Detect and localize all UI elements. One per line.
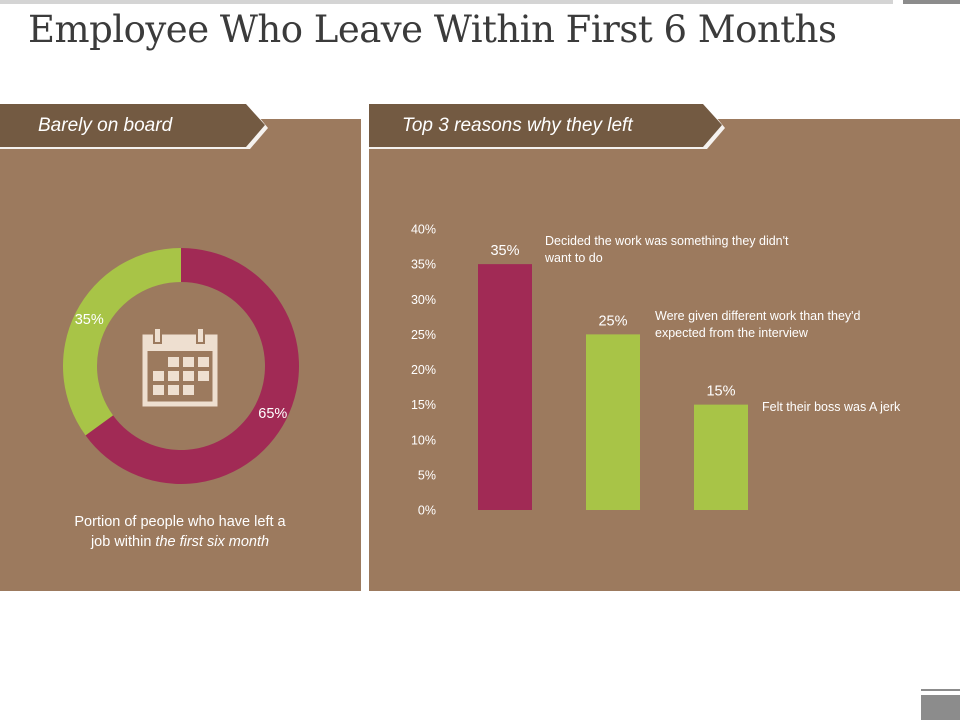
- left-panel-banner: Barely on board: [0, 104, 270, 149]
- y-tick-label: 35%: [411, 258, 436, 272]
- caption-line-2-emphasis: the first six month: [155, 534, 270, 550]
- caption-line-1: Portion of people who have left a: [74, 514, 286, 530]
- right-panel-banner: Top 3 reasons why they left: [369, 104, 727, 149]
- left-panel: [0, 119, 361, 591]
- y-tick-label: 30%: [411, 293, 436, 307]
- bar: [694, 404, 748, 510]
- donut-slice-label: 35%: [75, 312, 104, 328]
- y-tick-label: 40%: [411, 223, 436, 237]
- y-tick-label: 20%: [411, 363, 436, 377]
- right-panel: [369, 119, 960, 591]
- top-rule: [0, 0, 893, 4]
- y-tick-label: 0%: [418, 504, 436, 518]
- page-title: Employee Who Leave Within First 6 Months: [28, 8, 837, 51]
- corner-block: [921, 695, 960, 720]
- bar-category-label: Felt their boss was A jerk: [762, 400, 901, 414]
- bar-category-label: Decided the work was something they didn…: [545, 234, 789, 248]
- bar-category-label: want to do: [544, 251, 603, 265]
- bar-value-label: 35%: [490, 243, 519, 259]
- donut-chart: 65% 35%: [62, 248, 299, 484]
- bar: [478, 264, 532, 510]
- y-tick-label: 10%: [411, 433, 436, 447]
- left-panel-banner-text: Barely on board: [38, 115, 173, 136]
- donut-slice: [62, 248, 181, 436]
- donut-slice: [85, 248, 299, 484]
- donut-slice-label: 65%: [258, 406, 287, 422]
- donut-caption: Portion of people who have left a job wi…: [40, 512, 320, 552]
- y-tick-label: 25%: [411, 328, 436, 342]
- y-tick-label: 5%: [418, 468, 436, 482]
- bar-chart: 0% 5% 10% 15% 20% 25% 30% 35% 40% 35% Decided the …: [411, 223, 901, 518]
- corner-rule: [921, 689, 960, 691]
- caption-line-2: job within: [90, 534, 156, 550]
- bar-category-label: expected from the interview: [655, 326, 809, 340]
- y-tick-label: 15%: [411, 398, 436, 412]
- top-rule-accent: [903, 0, 960, 4]
- bar-value-label: 25%: [598, 313, 627, 329]
- calendar-icon: [142, 327, 218, 407]
- bar: [586, 334, 640, 510]
- bar-category-label: Were given different work than they'd: [655, 309, 861, 323]
- bar-value-label: 15%: [706, 384, 735, 400]
- right-panel-banner-text: Top 3 reasons why they left: [402, 115, 633, 136]
